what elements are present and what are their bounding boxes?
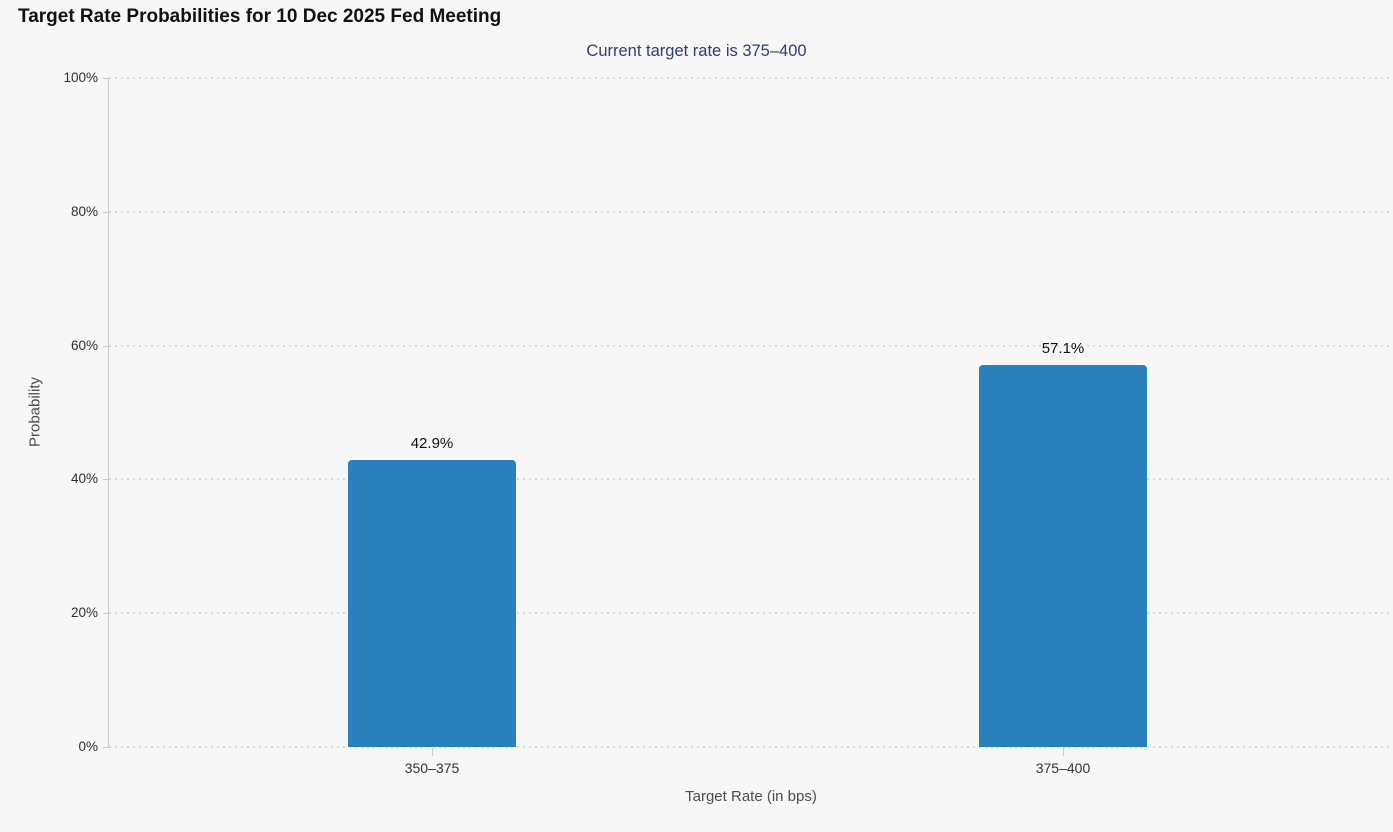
- gridline: [109, 77, 1393, 79]
- y-tick-label: 40%: [70, 471, 98, 486]
- gridline: [109, 211, 1393, 213]
- y-tick-label: 0%: [78, 739, 98, 754]
- x-tick-label: 350–375: [404, 760, 460, 776]
- bar-value-label: 57.1%: [1041, 340, 1085, 357]
- x-axis-tick: [1063, 748, 1064, 756]
- bar-350–375[interactable]: [348, 460, 516, 747]
- y-tick-label: 80%: [70, 204, 98, 219]
- chart-subtitle: Current target rate is 375–400: [586, 42, 807, 60]
- y-axis-tick: [103, 78, 109, 79]
- y-tick-label: 20%: [70, 605, 98, 620]
- y-axis-title: Probability: [26, 376, 44, 448]
- y-tick-label: 100%: [63, 70, 98, 85]
- bar-375–400[interactable]: [979, 365, 1147, 747]
- x-tick-label: 375–400: [1035, 760, 1091, 776]
- y-axis-tick: [103, 212, 109, 213]
- y-tick-label: 60%: [70, 338, 98, 353]
- y-axis-line: [108, 78, 109, 747]
- chart-title: Target Rate Probabilities for 10 Dec 202…: [18, 6, 502, 27]
- y-axis-tick: [103, 346, 109, 347]
- gridline: [109, 345, 1393, 347]
- y-axis-tick: [103, 613, 109, 614]
- gridline: [109, 478, 1393, 480]
- bar-value-label: 42.9%: [410, 435, 454, 452]
- y-axis-tick: [103, 479, 109, 480]
- gridline: [109, 612, 1393, 614]
- x-axis-title: Target Rate (in bps): [685, 788, 817, 805]
- y-axis-tick: [103, 747, 109, 748]
- gridline: [109, 746, 1393, 748]
- x-axis-tick: [432, 748, 433, 756]
